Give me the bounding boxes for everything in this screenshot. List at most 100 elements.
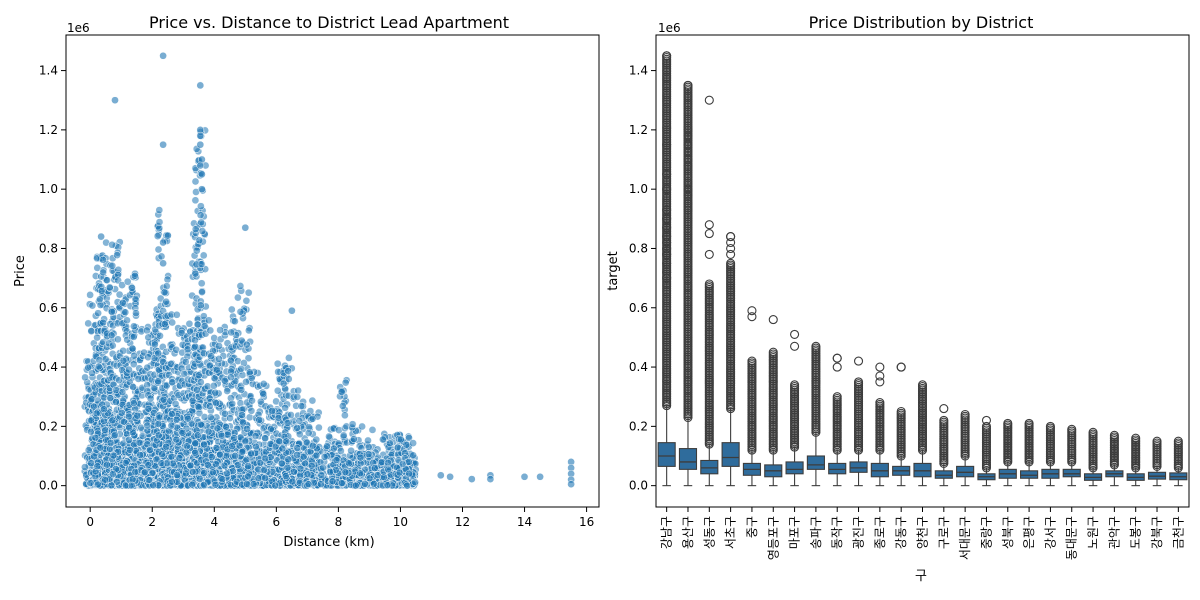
scatter-point xyxy=(193,320,202,329)
scatter-point xyxy=(212,443,221,452)
scatter-point xyxy=(131,468,140,476)
scatter-point xyxy=(162,297,170,306)
scatter-point xyxy=(199,251,208,260)
scatter-point xyxy=(109,451,118,460)
scatter-point xyxy=(371,464,379,472)
scatter-point xyxy=(157,252,166,261)
scatter-point xyxy=(254,474,263,483)
scatter-point xyxy=(108,261,117,270)
scatter-point xyxy=(274,414,283,422)
scatter-point xyxy=(356,453,365,462)
scatter-point xyxy=(118,388,127,396)
scatter-point xyxy=(319,463,327,472)
scatter-point xyxy=(241,223,250,232)
scatter-point xyxy=(236,307,245,316)
scatter-point xyxy=(125,423,134,432)
scatter-point xyxy=(384,465,393,474)
x-tick-label: 10 xyxy=(393,515,408,529)
scatter-point xyxy=(210,334,219,342)
scatter-point xyxy=(123,316,131,325)
scatter-point xyxy=(234,293,242,302)
scatter-point xyxy=(87,395,96,404)
scatter-point xyxy=(171,400,180,408)
scatter-point xyxy=(154,245,163,254)
scatter-point xyxy=(247,406,256,415)
scatter-point xyxy=(237,385,246,394)
scatter-point xyxy=(207,352,215,361)
scatter-chart: Price vs. Distance to District Lead Apar… xyxy=(13,13,600,550)
scatter-point xyxy=(227,328,236,337)
scatter-point xyxy=(323,442,331,450)
scatter-point xyxy=(227,305,236,314)
scatter-point xyxy=(105,283,114,292)
scatter-point xyxy=(158,450,166,459)
scatter-point xyxy=(197,279,206,288)
scatter-point xyxy=(131,271,139,280)
y-tick-label: 0.8 xyxy=(39,241,58,255)
scatter-point xyxy=(486,475,495,483)
scatter-point xyxy=(101,475,109,484)
scatter-point xyxy=(198,185,206,194)
scatter-point xyxy=(197,202,205,211)
scatter-point xyxy=(245,368,254,377)
scatter-point xyxy=(211,480,220,489)
scatter-point xyxy=(194,403,203,412)
y-tick-label: 0.6 xyxy=(39,301,58,315)
scatter-point xyxy=(128,475,137,484)
scatter-point xyxy=(191,196,200,205)
scatter-point xyxy=(172,415,181,424)
scatter-point xyxy=(94,480,102,489)
scatter-point xyxy=(230,434,238,442)
scatter-point xyxy=(108,470,117,478)
scatter-point xyxy=(191,269,200,278)
scatter-point xyxy=(188,468,197,476)
scatter-point xyxy=(218,475,227,484)
scatter-point xyxy=(368,426,377,434)
scatter-point xyxy=(295,417,304,425)
y-tick-label: 0.0 xyxy=(39,479,58,493)
scatter-point xyxy=(341,468,350,476)
scatter-point xyxy=(100,405,108,414)
scatter-point xyxy=(338,402,347,410)
scatter-point xyxy=(245,326,253,335)
scatter-point xyxy=(282,437,291,446)
scatter-point xyxy=(242,296,251,305)
scatter-point xyxy=(135,438,144,447)
scatter-point xyxy=(81,463,89,471)
scatter-point xyxy=(220,461,229,470)
scatter-point xyxy=(315,423,323,432)
scatter-point xyxy=(293,424,302,432)
scatter-point xyxy=(84,446,93,455)
scatter-point xyxy=(108,307,116,316)
scatter-point xyxy=(215,342,223,350)
scatter-point xyxy=(168,378,177,387)
scatter-point xyxy=(132,309,140,317)
scatter-point xyxy=(121,308,130,317)
scatter-point xyxy=(155,218,164,226)
scatter-point xyxy=(119,346,128,355)
scatter-point xyxy=(223,430,232,439)
scatter-point xyxy=(364,436,372,445)
scatter-point xyxy=(144,461,153,469)
scatter-point xyxy=(275,437,284,446)
scatter-point xyxy=(260,466,269,474)
scatter-point xyxy=(308,441,317,450)
scatter-point xyxy=(199,481,208,489)
scatter-point xyxy=(157,459,166,468)
scatter-point xyxy=(107,331,116,340)
scatter-point xyxy=(307,461,316,470)
scatter-point xyxy=(206,413,215,422)
x-tick-label: 2 xyxy=(148,515,156,529)
scatter-point xyxy=(383,481,392,489)
scatter-point xyxy=(284,375,293,383)
scatter-point xyxy=(212,460,220,469)
scatter-point xyxy=(204,427,213,436)
scatter-point xyxy=(226,414,234,422)
scatter-point xyxy=(196,301,205,310)
scatter-point xyxy=(118,298,127,307)
scatter-point xyxy=(92,409,101,418)
scatter-point xyxy=(90,452,98,461)
scatter-point xyxy=(156,331,164,340)
scatter-point xyxy=(251,432,260,440)
scatter-point xyxy=(273,386,282,395)
